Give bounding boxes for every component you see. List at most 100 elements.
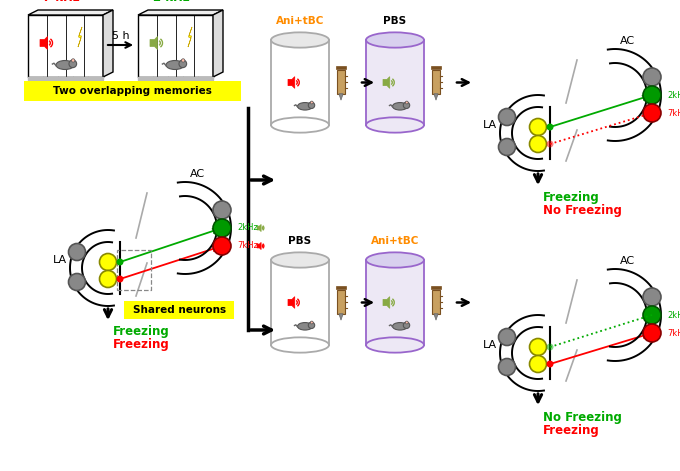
Circle shape	[308, 102, 315, 108]
Circle shape	[308, 322, 315, 328]
Circle shape	[310, 321, 313, 324]
Ellipse shape	[56, 60, 74, 70]
Circle shape	[71, 59, 75, 62]
Bar	[337, 70, 345, 94]
Polygon shape	[288, 297, 294, 309]
Text: LA: LA	[53, 255, 67, 265]
Ellipse shape	[392, 323, 407, 330]
Circle shape	[116, 259, 124, 266]
Text: 7kHz: 7kHz	[237, 242, 258, 251]
Circle shape	[643, 86, 661, 104]
Text: Freezing: Freezing	[543, 191, 600, 204]
Bar	[432, 70, 439, 94]
Ellipse shape	[298, 323, 313, 330]
Ellipse shape	[298, 103, 313, 110]
Bar	[117, 250, 151, 290]
Circle shape	[310, 101, 313, 104]
Bar	[336, 286, 346, 289]
Text: Freezing: Freezing	[113, 338, 170, 351]
Text: 2kHz: 2kHz	[237, 224, 258, 233]
Text: 7kHz: 7kHz	[667, 328, 680, 338]
Circle shape	[179, 60, 186, 68]
Text: 2kHz: 2kHz	[667, 90, 680, 99]
Circle shape	[403, 322, 409, 328]
Circle shape	[530, 356, 547, 373]
Circle shape	[213, 201, 231, 219]
Bar	[271, 40, 329, 125]
Text: 5 h: 5 h	[112, 31, 129, 41]
Text: 2 kHz: 2 kHz	[153, 0, 190, 4]
Polygon shape	[288, 77, 294, 89]
Polygon shape	[434, 94, 438, 100]
Circle shape	[405, 101, 408, 104]
FancyBboxPatch shape	[124, 301, 234, 319]
Bar	[431, 286, 441, 289]
Circle shape	[547, 140, 554, 147]
Circle shape	[69, 274, 86, 291]
Text: Shared neurons: Shared neurons	[133, 305, 226, 315]
Bar	[431, 66, 441, 69]
Ellipse shape	[271, 252, 329, 268]
Circle shape	[547, 343, 554, 350]
Circle shape	[498, 108, 515, 125]
Ellipse shape	[166, 60, 184, 70]
Circle shape	[498, 138, 515, 155]
Text: 2kHz: 2kHz	[667, 310, 680, 319]
Text: 7 kHz: 7 kHz	[43, 0, 80, 4]
Circle shape	[530, 119, 547, 136]
Polygon shape	[434, 314, 438, 320]
Polygon shape	[40, 36, 48, 49]
Text: Ani+tBC: Ani+tBC	[276, 16, 324, 26]
Circle shape	[643, 306, 661, 324]
Polygon shape	[28, 10, 113, 15]
Polygon shape	[28, 15, 103, 77]
Circle shape	[99, 270, 116, 287]
Polygon shape	[213, 10, 223, 77]
Circle shape	[530, 136, 547, 153]
Text: Ani+tBC: Ani+tBC	[371, 236, 419, 246]
Circle shape	[182, 59, 185, 62]
Text: LA: LA	[483, 340, 497, 350]
Polygon shape	[257, 243, 261, 250]
Text: Freezing: Freezing	[543, 424, 600, 437]
Bar	[366, 260, 424, 345]
Text: LA: LA	[483, 120, 497, 130]
Polygon shape	[138, 10, 223, 15]
Circle shape	[403, 102, 409, 108]
Circle shape	[69, 244, 86, 260]
Ellipse shape	[271, 337, 329, 353]
Text: Two overlapping memories: Two overlapping memories	[52, 86, 211, 96]
Circle shape	[643, 288, 661, 306]
Ellipse shape	[366, 337, 424, 353]
Bar	[366, 40, 424, 125]
Text: AC: AC	[190, 169, 205, 179]
Polygon shape	[383, 297, 390, 309]
Ellipse shape	[271, 117, 329, 133]
Ellipse shape	[392, 103, 407, 110]
Circle shape	[530, 339, 547, 356]
Ellipse shape	[366, 32, 424, 48]
Circle shape	[547, 360, 554, 367]
FancyBboxPatch shape	[24, 81, 241, 101]
Circle shape	[643, 324, 661, 342]
Circle shape	[643, 104, 661, 122]
Circle shape	[643, 68, 661, 86]
Text: No Freezing: No Freezing	[543, 411, 622, 424]
Text: PBS: PBS	[384, 16, 407, 26]
Circle shape	[405, 321, 408, 324]
Polygon shape	[103, 10, 113, 77]
Text: PBS: PBS	[288, 236, 311, 246]
Polygon shape	[188, 27, 192, 47]
Text: Freezing: Freezing	[113, 325, 170, 338]
Circle shape	[547, 123, 554, 130]
Ellipse shape	[271, 32, 329, 48]
Ellipse shape	[366, 252, 424, 268]
Text: No Freezing: No Freezing	[543, 204, 622, 217]
Bar	[432, 290, 439, 314]
Polygon shape	[78, 27, 82, 47]
Text: AC: AC	[619, 36, 634, 46]
Circle shape	[498, 358, 515, 375]
Text: 7kHz: 7kHz	[667, 108, 680, 117]
Circle shape	[99, 253, 116, 270]
Polygon shape	[138, 15, 213, 77]
